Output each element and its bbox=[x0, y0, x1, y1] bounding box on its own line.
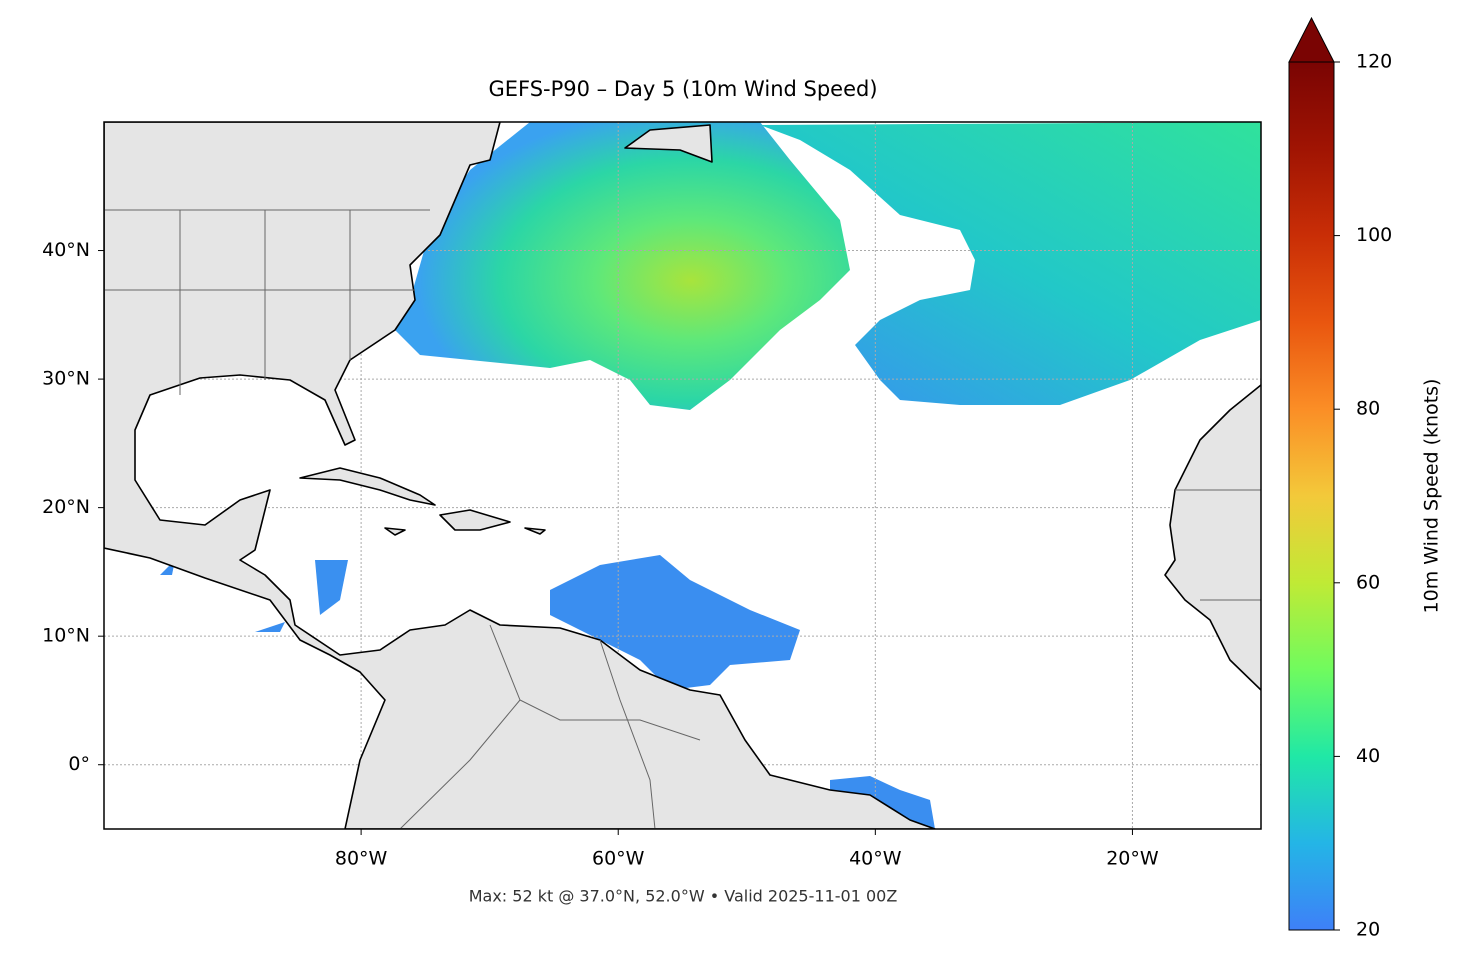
wind-field bbox=[160, 560, 285, 632]
y-tick-label: 30°N bbox=[42, 368, 90, 390]
jamaica bbox=[384, 527, 406, 536]
colorbar-extend bbox=[1288, 16, 1335, 63]
y-tick-label: 0° bbox=[68, 753, 90, 775]
borders bbox=[104, 209, 1261, 829]
puerto-rico bbox=[524, 527, 546, 535]
wind-field bbox=[315, 560, 348, 615]
colorbar-tick-label: 80 bbox=[1356, 398, 1380, 420]
wind-field bbox=[550, 555, 800, 690]
cuba bbox=[299, 467, 436, 506]
colorbar-tick-label: 40 bbox=[1356, 745, 1380, 767]
hispaniola bbox=[439, 509, 511, 531]
colorbar-gradient bbox=[1288, 61, 1335, 931]
y-tick-label: 40°N bbox=[42, 239, 90, 261]
colorbar-tick-label: 100 bbox=[1356, 224, 1392, 246]
footnote: Max: 52 kt @ 37.0°N, 52.0°W • Valid 2025… bbox=[469, 887, 898, 906]
wind-field bbox=[395, 122, 850, 410]
chart-title: GEFS-P90 – Day 5 (10m Wind Speed) bbox=[488, 77, 877, 101]
map-frame bbox=[103, 121, 1262, 830]
americas bbox=[104, 122, 936, 829]
x-tick-label: 60°W bbox=[592, 848, 645, 870]
colorbar-tick-label: 60 bbox=[1356, 571, 1380, 593]
map-area bbox=[104, 122, 1261, 829]
africa bbox=[1164, 384, 1261, 691]
y-tick-label: 10°N bbox=[42, 625, 90, 647]
x-tick-label: 80°W bbox=[335, 848, 388, 870]
x-tick-label: 20°W bbox=[1106, 848, 1159, 870]
newfoundland bbox=[624, 124, 713, 163]
x-tick-label: 40°W bbox=[849, 848, 902, 870]
colorbar-label: 10m Wind Speed (knots) bbox=[1421, 379, 1443, 614]
colorbar-tick-label: 120 bbox=[1356, 51, 1392, 73]
colorbar-tick-label: 20 bbox=[1356, 919, 1380, 941]
wind-field bbox=[760, 122, 1261, 405]
colorbar: 10m Wind Speed (knots) bbox=[1288, 16, 1443, 931]
y-tick-label: 20°N bbox=[42, 496, 90, 518]
